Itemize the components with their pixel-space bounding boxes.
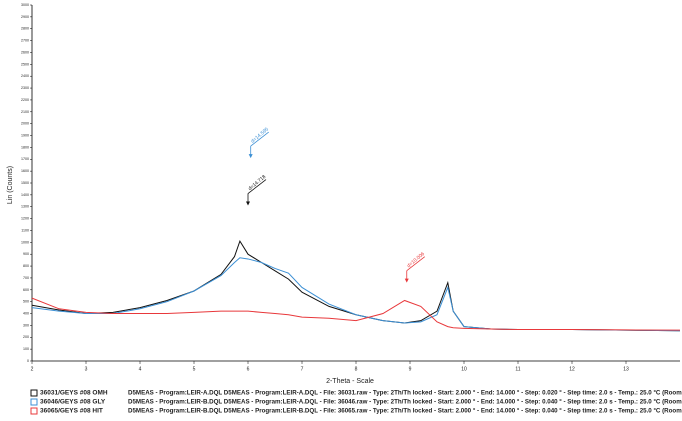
x-tick-label: 11: [515, 366, 520, 372]
annotation-leader: [250, 131, 269, 147]
x-tick-label: 7: [301, 366, 304, 372]
x-tick-label: 2: [31, 366, 34, 372]
y-tick-label: 700: [23, 276, 29, 280]
y-tick-label: 1100: [21, 228, 29, 232]
y-tick-label: 2800: [21, 27, 29, 31]
series-line: [31, 297, 681, 331]
y-tick-label: 2400: [21, 74, 29, 78]
x-tick-label: 3: [85, 366, 88, 372]
y-tick-label: 2700: [21, 39, 29, 43]
y-tick-label: 0: [27, 359, 29, 363]
annotation-leader: [406, 256, 426, 271]
x-tick-label: 6: [247, 366, 250, 372]
annotation-arrowhead: [404, 278, 409, 283]
legend-description: D5MEAS - Program:LEIR-A.DQL D5MEAS - Pro…: [128, 390, 682, 397]
y-tick-label: 2600: [21, 50, 29, 54]
annotation-arrowhead: [248, 154, 253, 159]
legend-swatch: [30, 398, 38, 406]
y-tick-label: 300: [23, 323, 29, 327]
annotation-text: d=10.006: [406, 251, 426, 269]
annotation-text: d=14.595: [250, 126, 270, 144]
legend-label: 36046/GEYS #08 GLY: [40, 399, 106, 406]
x-tick-label: 9: [409, 366, 412, 372]
y-tick-label: 2900: [21, 15, 29, 19]
annotation-text: d=14.718: [247, 174, 267, 192]
y-axis-label: Lin (Counts): [7, 166, 14, 204]
legend-swatch: [30, 407, 38, 415]
x-tick-label: 8: [355, 366, 358, 372]
y-tick-label: 500: [23, 300, 29, 304]
annotation-leader: [247, 179, 267, 194]
y-tick-label: 2100: [21, 110, 29, 114]
series-line: [31, 257, 681, 332]
annotation-arrowhead: [246, 201, 250, 206]
x-axis-label: 2-Theta - Scale: [326, 378, 374, 385]
x-tick-label: 13: [623, 366, 629, 372]
y-tick-label: 100: [23, 347, 29, 351]
y-tick-label: 2200: [21, 98, 29, 102]
x-tick-label: 4: [139, 366, 142, 372]
legend-description: D5MEAS - Program:LEIR-B.DQL D5MEAS - Pro…: [128, 399, 682, 406]
y-tick-label: 400: [23, 311, 29, 315]
legend-label: 36065/GEYS #08 HIT: [40, 408, 103, 415]
y-tick-label: 1800: [21, 145, 29, 149]
legend-swatch: [30, 389, 38, 397]
series-line: [31, 239, 681, 332]
legend-label: 36031/GEYS #08 OMH: [40, 390, 108, 397]
y-tick-label: 200: [23, 335, 29, 339]
y-tick-label: 2300: [21, 86, 29, 90]
x-tick-label: 10: [461, 366, 467, 372]
y-tick-label: 2500: [21, 62, 29, 66]
x-tick-label: 5: [193, 366, 196, 372]
y-tick-label: 1600: [21, 169, 29, 173]
y-tick-label: 3000: [21, 3, 29, 7]
y-tick-label: 2000: [21, 122, 29, 126]
legend-description: D5MEAS - Program:LEIR-B.DQL D5MEAS - Pro…: [128, 408, 682, 415]
y-tick-label: 600: [23, 288, 29, 292]
y-tick-label: 1300: [21, 205, 29, 209]
y-tick-label: 1500: [21, 181, 29, 185]
y-tick-label: 800: [23, 264, 29, 268]
x-tick-label: 12: [569, 366, 575, 372]
y-tick-label: 1700: [21, 157, 29, 161]
y-tick-label: 1000: [21, 240, 29, 244]
y-tick-label: 1900: [21, 133, 29, 137]
y-tick-label: 900: [23, 252, 29, 256]
y-tick-label: 1200: [21, 217, 29, 221]
y-tick-label: 1400: [21, 193, 29, 197]
